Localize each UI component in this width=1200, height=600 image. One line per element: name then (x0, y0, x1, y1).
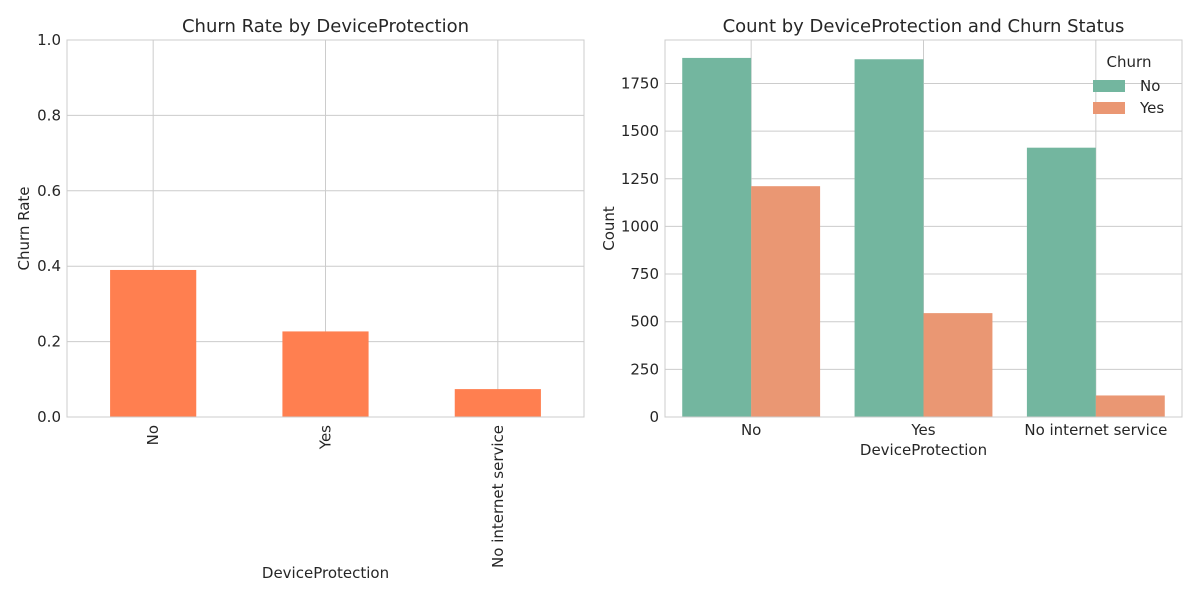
chart2-bar-yes (751, 186, 821, 417)
chart2-y-tick-label: 1000 (621, 217, 659, 235)
chart2-y-axis-label: Count (600, 206, 618, 251)
chart1-bars (110, 269, 541, 417)
chart2-y-tick-label: 500 (630, 313, 659, 331)
legend-label: No (1140, 77, 1160, 95)
chart1-bar (454, 389, 541, 417)
chart2-bar-no (1026, 147, 1096, 417)
count-by-churn-chart: 0 250 500 750 1000 1250 1500 1750 No Yes No inter… (600, 16, 1183, 459)
legend-swatch (1093, 80, 1125, 92)
chart2-y-ticks: 0 250 500 750 1000 1250 1500 1750 (621, 74, 659, 426)
chart1-y-tick-label: 0.2 (37, 333, 61, 351)
chart2-x-ticks: No Yes No internet service (741, 421, 1167, 439)
legend-swatch (1093, 102, 1125, 114)
chart2-y-tick-label: 0 (649, 408, 659, 426)
chart1-y-tick-label: 1.0 (37, 31, 61, 49)
chart2-title: Count by DeviceProtection and Churn Stat… (723, 16, 1125, 37)
chart1-y-axis-label: Churn Rate (15, 186, 33, 270)
chart1-frame (66, 39, 585, 418)
churn-rate-chart: 0.0 0.2 0.4 0.6 0.8 1.0 No Yes No internet serv… (15, 16, 585, 582)
chart2-y-tick-label: 1500 (621, 122, 659, 140)
chart2-bar-no (854, 59, 924, 418)
chart2-y-tick-label: 1750 (621, 74, 659, 92)
chart1-bar (282, 331, 369, 417)
chart1-y-ticks: 0.0 0.2 0.4 0.6 0.8 1.0 (37, 31, 61, 426)
chart2-y-tick-label: 250 (630, 360, 659, 378)
chart1-x-tick-label: Yes (317, 425, 335, 450)
legend-title: Churn (1107, 53, 1152, 71)
chart2-bar-yes (1095, 395, 1165, 417)
chart2-bar-yes (923, 313, 993, 417)
chart2-x-tick-label: Yes (910, 421, 935, 439)
chart2-x-axis-label: DeviceProtection (860, 441, 987, 459)
chart1-y-tick-label: 0.0 (37, 408, 61, 426)
chart1-y-tick-label: 0.6 (37, 182, 61, 200)
chart1-x-tick-label: No (144, 425, 162, 445)
chart1-x-ticks: No Yes No internet service (144, 425, 507, 568)
chart2-frame (664, 39, 1183, 418)
chart2-legend: Churn No Yes (1093, 53, 1164, 117)
chart1-bar (110, 269, 197, 417)
chart1-x-tick-label: No internet service (489, 425, 507, 568)
chart2-x-tick-label: No internet service (1024, 421, 1167, 439)
chart1-title: Churn Rate by DeviceProtection (182, 16, 469, 37)
chart2-x-tick-label: No (741, 421, 761, 439)
chart2-bars (682, 57, 1165, 418)
legend-label: Yes (1139, 99, 1164, 117)
chart1-y-tick-label: 0.8 (37, 106, 61, 124)
chart1-x-axis-label: DeviceProtection (262, 564, 389, 582)
chart1-y-tick-label: 0.4 (37, 257, 61, 275)
chart2-y-tick-label: 1250 (621, 170, 659, 188)
chart2-bar-no (682, 57, 752, 417)
chart2-y-tick-label: 750 (630, 265, 659, 283)
